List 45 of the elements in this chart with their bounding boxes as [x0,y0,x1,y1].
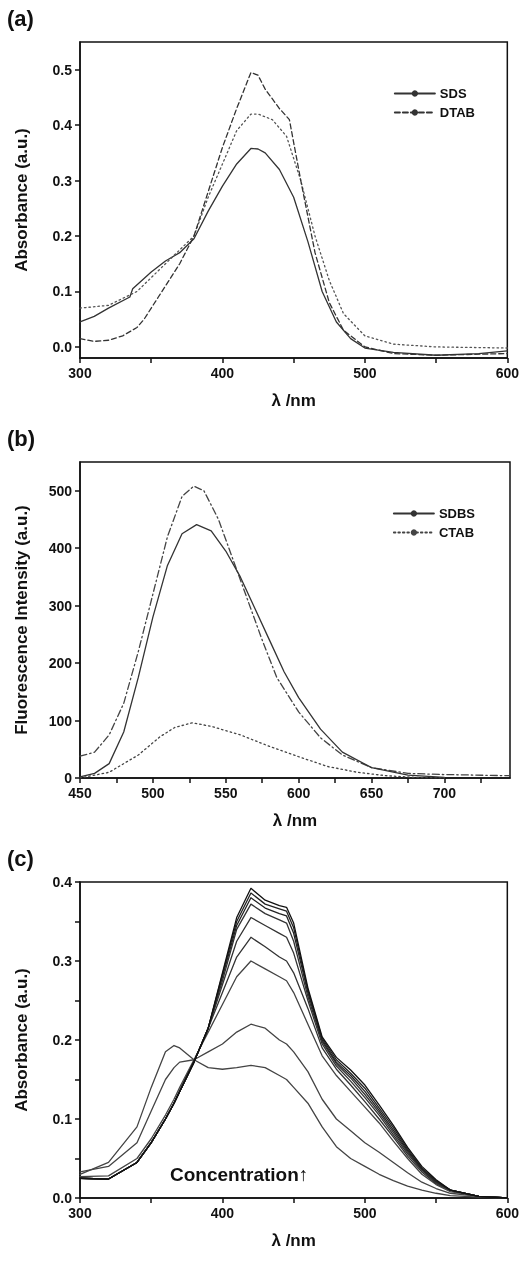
x-axis-title: λ /nm [271,391,316,410]
x-tick-label: 650 [359,785,384,801]
y-tick-label: 0.4 [52,874,73,890]
chart-title: (a) [7,5,34,31]
y-tick-label: 0.1 [52,283,73,300]
y-tick-label: 500 [48,482,73,499]
x-tick-label: 300 [68,365,92,381]
x-axis-title: λ /nm [271,1231,316,1250]
legend-label: CTAB [438,525,475,540]
x-tick-label: 500 [353,1205,377,1221]
x-axis-title: λ /nm [272,811,318,830]
x-tick-label: 450 [68,785,92,801]
y-axis-title: Absorbance (a.u.) [12,128,31,272]
y-tick-label: 0.5 [52,61,73,78]
y-tick-label: 0.3 [52,172,73,189]
y-tick-label: 0.2 [52,228,73,245]
x-tick-label: 550 [214,785,238,801]
x-tick-label: 700 [432,785,457,801]
chart-title: (b) [7,425,36,451]
y-tick-label: 0.2 [52,1032,73,1048]
y-axis-title: Absorbance (a.u.) [12,968,31,1112]
y-tick-label: 400 [48,540,73,557]
x-tick-label: 600 [495,1205,520,1221]
y-tick-label: 200 [48,655,73,672]
y-axis-title: Fluorescence Intensity (a.u.) [12,505,31,735]
y-tick-label: 0.3 [52,953,73,969]
x-tick-label: 400 [210,1205,235,1221]
legend-label: DTAB [439,105,475,120]
y-tick-label: 300 [48,597,73,614]
y-tick-label: 0.4 [52,117,73,134]
annotation: Concentration↑ [170,1164,309,1185]
y-tick-label: 0 [64,770,73,786]
x-tick-label: 500 [353,365,377,381]
y-tick-label: 0.0 [52,338,73,355]
legend-label: SDS [439,86,467,101]
y-tick-label: 0.0 [52,1190,73,1206]
x-tick-label: 300 [68,1205,92,1221]
x-tick-label: 500 [141,785,165,801]
y-tick-label: 100 [48,712,73,729]
x-tick-label: 600 [286,785,311,801]
x-tick-label: 400 [210,365,235,381]
chart-title: (c) [7,845,34,871]
legend-label: SDBS [438,506,476,521]
y-tick-label: 0.1 [52,1111,73,1127]
x-tick-label: 600 [495,365,520,381]
